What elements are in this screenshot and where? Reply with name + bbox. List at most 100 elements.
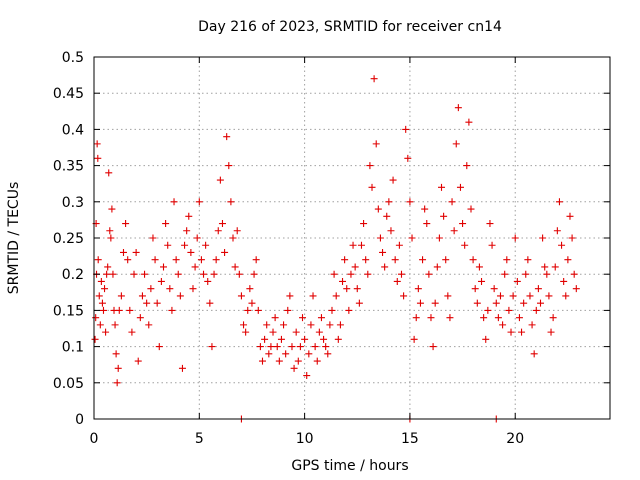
data-point [393, 277, 401, 285]
data-point [134, 357, 142, 365]
data-point [229, 234, 237, 242]
data-point [566, 212, 574, 220]
data-point [233, 227, 241, 235]
data-point [429, 343, 437, 351]
y-tick-label: 0.25 [53, 231, 84, 247]
data-point [564, 256, 572, 264]
data-point [553, 227, 561, 235]
data-point [334, 335, 342, 343]
data-point [218, 220, 226, 228]
data-point [174, 270, 182, 278]
data-point [277, 335, 285, 343]
data-point [216, 176, 224, 184]
data-point [509, 292, 517, 300]
data-point [541, 263, 549, 271]
data-point [534, 285, 542, 293]
data-point [568, 234, 576, 242]
data-point [181, 241, 189, 249]
data-point [332, 292, 340, 300]
y-tick-label: 0.4 [62, 122, 84, 138]
data-point [271, 314, 279, 322]
data-point [91, 335, 99, 343]
data-points [91, 75, 580, 423]
data-point [322, 343, 330, 351]
data-point [526, 292, 534, 300]
data-point [423, 220, 431, 228]
data-point [301, 335, 309, 343]
data-point [505, 306, 513, 314]
data-point [267, 343, 275, 351]
data-point [482, 335, 490, 343]
y-tick-label: 0.05 [53, 376, 84, 392]
data-point [499, 321, 507, 329]
data-point [311, 343, 319, 351]
data-point [109, 270, 117, 278]
data-point [107, 234, 115, 242]
data-point [520, 299, 528, 307]
data-point [406, 198, 414, 206]
data-point [92, 314, 100, 322]
x-tick-label: 15 [401, 431, 419, 447]
data-point [282, 350, 290, 358]
data-point [351, 263, 359, 271]
x-axis-label: GPS time / hours [291, 458, 408, 474]
data-point [102, 328, 110, 336]
data-point [560, 277, 568, 285]
data-point [465, 118, 473, 126]
data-point [98, 299, 106, 307]
data-point [490, 285, 498, 293]
data-point [419, 256, 427, 264]
data-point [115, 306, 123, 314]
data-point [246, 285, 254, 293]
data-point [237, 292, 245, 300]
data-point [456, 183, 464, 191]
data-point [111, 321, 119, 329]
data-point [294, 357, 302, 365]
data-point [341, 256, 349, 264]
data-point [299, 314, 307, 322]
data-point [478, 277, 486, 285]
data-point [414, 285, 422, 293]
data-point [539, 234, 547, 242]
data-point [103, 270, 111, 278]
grid [94, 57, 610, 419]
ticks: 0 0.05 0.1 0.15 0.2 0.25 0.3 0.35 0.4 0.45 0.5 0 5 10… [53, 50, 610, 447]
y-tick-label: 0.3 [62, 195, 84, 211]
data-point [391, 256, 399, 264]
x-tick-label: 20 [506, 431, 524, 447]
data-point [223, 133, 231, 141]
data-point [572, 285, 580, 293]
data-point [328, 306, 336, 314]
data-point [132, 248, 140, 256]
data-point [480, 314, 488, 322]
data-point [486, 220, 494, 228]
data-point [473, 299, 481, 307]
data-point [191, 263, 199, 271]
data-point [459, 220, 467, 228]
data-point [94, 154, 102, 162]
data-point [433, 263, 441, 271]
data-point [507, 328, 515, 336]
data-point [117, 292, 125, 300]
data-point [339, 277, 347, 285]
data-point [463, 162, 471, 170]
data-point [431, 299, 439, 307]
data-point [501, 270, 509, 278]
data-point [545, 292, 553, 300]
data-point [210, 270, 218, 278]
data-point [467, 205, 475, 213]
data-point [397, 270, 405, 278]
data-point [336, 321, 344, 329]
data-point [119, 248, 127, 256]
data-point [387, 227, 395, 235]
data-point [355, 299, 363, 307]
data-point [204, 277, 212, 285]
data-point [532, 306, 540, 314]
data-point [570, 270, 578, 278]
data-point [206, 299, 214, 307]
data-point [349, 241, 357, 249]
data-point [383, 212, 391, 220]
data-point [440, 212, 448, 220]
data-point [126, 306, 134, 314]
data-point [112, 350, 120, 358]
